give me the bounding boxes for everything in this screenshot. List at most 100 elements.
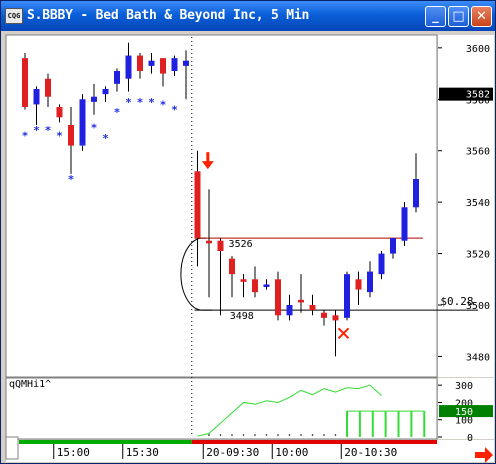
candle-body: [206, 240, 212, 244]
candle-body: [68, 125, 74, 146]
candle-body: [102, 89, 109, 95]
price-tick-label: 3540: [466, 198, 490, 209]
candle-body: [286, 305, 293, 316]
down-arrow-shaft: [206, 152, 210, 163]
indicator-value-label: 150: [455, 407, 473, 418]
candle-body: [321, 312, 327, 318]
candle-body: [171, 58, 178, 71]
maximize-button[interactable]: □: [448, 6, 469, 27]
indicator-tick-label: 100: [455, 416, 473, 427]
time-tick-label: 15:00: [57, 446, 90, 459]
candle-body: [332, 315, 339, 321]
marker-point: *: [68, 173, 74, 186]
indicator-dot: [254, 434, 256, 436]
marker-point: *: [91, 122, 97, 135]
price-tick-label: 3500: [466, 301, 490, 312]
marker-point: *: [57, 129, 63, 142]
candle-body: [79, 99, 86, 146]
marker-point: *: [45, 124, 51, 137]
price-tick-label: 3520: [466, 250, 490, 261]
chart-area: 3526 3498 $0.28 * * * ******* * * * * 348035003…: [5, 34, 494, 463]
candle-body: [401, 207, 408, 241]
price-tick-label: 3480: [466, 352, 490, 363]
time-tick-label: 15:30: [126, 446, 159, 459]
last-price-marker: 3582: [439, 87, 493, 101]
session-bar-prior: [19, 440, 192, 444]
candle-body: [22, 58, 28, 107]
price-tick-label: 3600: [466, 44, 490, 55]
x-mark-icon: [337, 327, 350, 339]
marker-point: *: [80, 140, 86, 153]
time-tick-label: 20-09:30: [206, 446, 259, 459]
marker-point: *: [126, 96, 132, 109]
annotation-layer: 3526 3498 $0.28: [180, 237, 479, 322]
marker-point: *: [114, 106, 120, 119]
markers-layer: * * * * * * * * * * * * * *: [22, 96, 178, 186]
indicator-value-marker: 150: [439, 405, 493, 418]
indicator-dot: [231, 434, 233, 436]
candles-layer: [22, 42, 419, 357]
marker-point: *: [172, 104, 178, 117]
indicator-dot: [311, 434, 314, 436]
candle-body: [298, 299, 304, 303]
scroll-right-arrow-icon[interactable]: [475, 447, 493, 463]
candle-body: [229, 258, 235, 275]
indicator-dot: [242, 434, 245, 436]
indicator-dot: [300, 434, 302, 436]
candle-body: [413, 179, 419, 208]
indicator-tick-label: 200: [455, 398, 473, 409]
candle-body: [125, 55, 132, 79]
candle-body: [148, 60, 155, 66]
minimize-button[interactable]: _: [425, 6, 446, 27]
price-tick-label: 3560: [466, 147, 490, 158]
top-level-label: 3526: [229, 239, 253, 250]
candle-body: [45, 78, 51, 97]
marker-point: *: [149, 96, 155, 109]
candle-body: [378, 253, 385, 275]
price-axis: 3480 3500 3520 3540 3560 3580 3600: [438, 44, 490, 363]
marker-point: *: [137, 96, 143, 109]
candle-body: [114, 71, 120, 84]
indicator-axis: 0 100 200 300: [438, 381, 473, 444]
app-icon[interactable]: CQG: [5, 8, 23, 24]
scroll-thumb[interactable]: [5, 436, 19, 460]
range-bracket: [180, 237, 213, 311]
bottom-level-label: 3498: [230, 311, 254, 322]
indicator-dot: [219, 434, 222, 436]
indicator-name: qQMHi1^: [9, 379, 51, 390]
indicator-tick-label: 300: [455, 381, 473, 392]
candle-body: [344, 274, 350, 318]
marker-point: *: [22, 129, 28, 142]
indicator-value-box: [439, 405, 493, 418]
price-tick-label: 3580: [466, 95, 490, 106]
candle-body: [309, 305, 316, 311]
indicator-tick-label: 0: [467, 433, 473, 444]
candle-body: [275, 279, 281, 316]
indicator-dot: [288, 434, 291, 436]
indicator-dot: [208, 434, 210, 436]
candle-body: [263, 284, 270, 287]
candle-body: [217, 240, 224, 251]
indicator-layer: [197, 384, 426, 437]
candle-body: [367, 271, 373, 293]
close-button[interactable]: ✕: [471, 6, 492, 27]
candle-body: [183, 60, 189, 66]
candle-body: [137, 55, 143, 71]
marker-point: *: [160, 98, 166, 111]
down-arrow-head: [201, 161, 214, 170]
price-plot-background: [5, 34, 438, 378]
marker-point: *: [103, 132, 109, 145]
marker-point: *: [34, 124, 40, 137]
window-title: S.BBBY - Bed Bath & Beyond Inc, 5 Min: [27, 8, 310, 23]
last-price-box: [439, 87, 493, 101]
time-axis-background: [6, 440, 494, 462]
candle-body: [194, 171, 201, 239]
indicator-dot: [334, 434, 337, 436]
range-label: $0.28: [440, 295, 473, 308]
session-bar-current: [191, 440, 437, 444]
down-arrow-icon: [201, 152, 214, 170]
title-bar[interactable]: CQG S.BBBY - Bed Bath & Beyond Inc, 5 Mi…: [1, 1, 495, 31]
candle-body: [252, 279, 258, 293]
indicator-dot: [323, 434, 325, 436]
